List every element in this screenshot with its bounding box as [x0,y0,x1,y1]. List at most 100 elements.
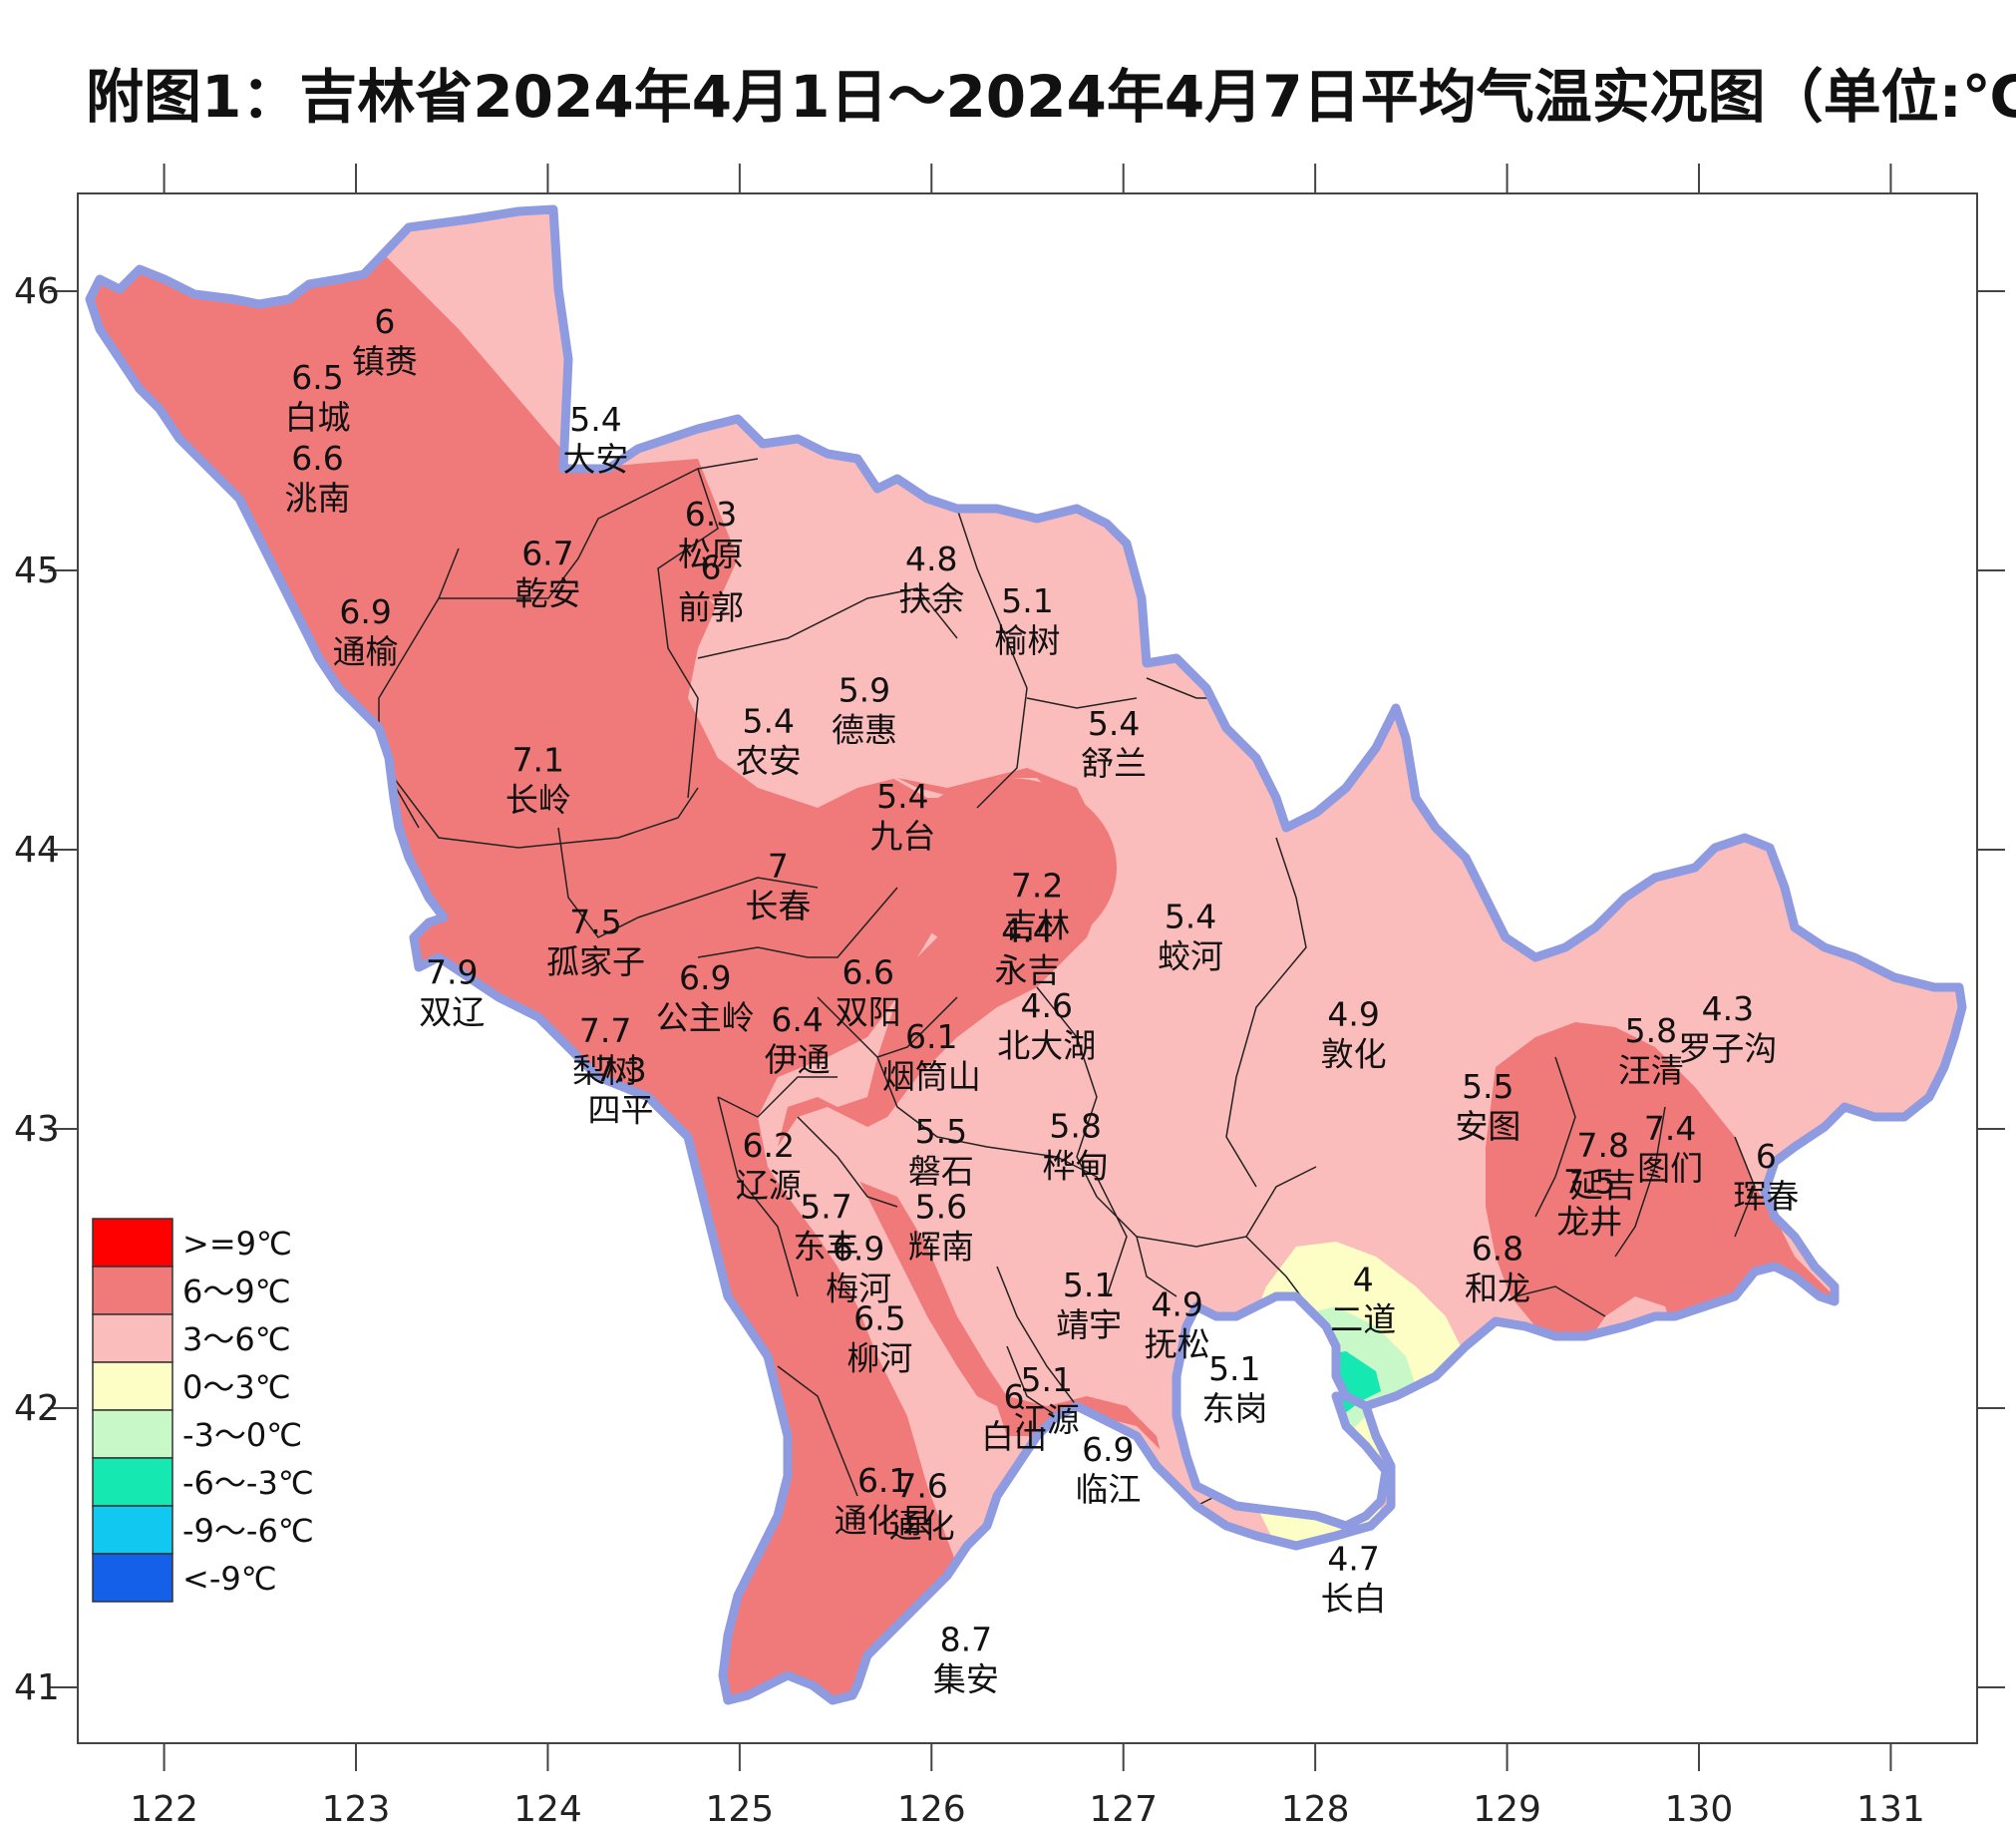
station-name: 辉南 [908,1228,974,1267]
lat-tick-label: 43 [14,1109,60,1150]
station-name: 北大湖 [997,1026,1096,1065]
station-value: 4.3 [1702,989,1754,1028]
station-name: 农安 [736,741,802,780]
station-name: 临江 [1075,1470,1141,1509]
legend-label: >=9℃ [182,1225,292,1263]
station-value: 5.4 [1088,704,1140,743]
station-value: 6.9 [833,1230,884,1269]
lat-tick-label: 44 [14,830,60,871]
station-name: 乾安 [514,573,580,612]
legend-label: -3～0℃ [182,1416,302,1454]
station-name: 双辽 [419,992,485,1031]
lat-tick-label: 45 [14,550,60,591]
station-name: 大安 [563,440,629,479]
legend-label: 6～9℃ [182,1273,291,1310]
station-value: 7.9 [426,952,478,991]
station-value: 5.8 [1049,1106,1101,1145]
station-value: 5.5 [1462,1067,1513,1106]
station-name: 汪清 [1618,1051,1684,1090]
station-value: 7 [768,847,789,886]
axis-ticks: 122 123 124 125 126 127 128 129 130 1314645444342… [14,164,2005,1823]
station-value: 5.4 [742,701,794,740]
station-name: 安图 [1455,1107,1520,1146]
station-name: 德惠 [832,711,897,750]
station-name: 敦化 [1321,1034,1387,1073]
station-name: 长岭 [505,781,571,820]
station-name: 四平 [588,1090,654,1129]
legend-swatch [92,1553,173,1603]
lat-tick-label: 42 [14,1388,60,1429]
station-name: 伊通 [765,1040,831,1079]
station-value: 6.5 [853,1299,905,1338]
station-value: 7.4 [1644,1109,1696,1148]
station-value: 8.7 [940,1621,992,1659]
station-value: 5.7 [800,1188,851,1227]
station-name: 通化县 [835,1501,933,1540]
station-value: 6 [1756,1137,1777,1176]
station-value: 5.1 [1021,1360,1073,1399]
station-name: 通榆 [333,632,399,671]
station-value: 5.9 [839,671,890,710]
station-name: 镇赉 [352,342,418,381]
lon-tick-label: 123 [322,1789,391,1823]
station-value: 6.9 [339,592,391,631]
station-name: 辽源 [736,1166,802,1205]
station-value: 5.4 [1165,897,1216,935]
station-name: 洮南 [285,479,351,518]
station-name: 图们 [1637,1149,1703,1188]
station-value: 6.3 [685,495,737,534]
band-6-9-jilin [897,778,1117,957]
legend: >=9℃ 6～9℃ 3～6℃ 0～3℃ -3～0℃ -6～-3℃ -9～-6℃ <-9℃ [92,1218,314,1603]
station-name: 靖宇 [1056,1305,1122,1344]
station-name: 松原 [678,535,744,573]
legend-swatch [92,1218,173,1268]
legend-swatch [92,1266,173,1315]
lon-tick-label: 129 [1473,1789,1541,1823]
lon-tick-label: 130 [1665,1789,1734,1823]
station-value: 4.7 [1327,1539,1379,1578]
band-6-9-east [1486,1022,1835,1346]
station-name: 长春 [745,887,811,925]
station-value: 6.9 [1082,1430,1134,1469]
station-value: 6.1 [857,1461,909,1500]
station-name: 双阳 [836,992,901,1031]
legend-swatch [92,1457,173,1507]
station-value: 4.9 [1151,1285,1202,1324]
station-name: 烟筒山 [882,1057,981,1096]
station-value: 4.4 [1001,911,1053,949]
station-name: 永吉 [995,950,1061,989]
station-value: 6 [701,547,722,586]
station-value: 7.7 [579,1011,631,1050]
station-name: 吉林 [1004,907,1070,945]
station-name: 扶余 [898,579,964,618]
station-value: 4.6 [1021,986,1073,1025]
station-name: 孤家子 [546,942,645,981]
legend-label: -6～-3℃ [182,1464,314,1502]
county-boundaries [378,458,1756,1517]
lon-tick-label: 126 [897,1789,966,1823]
station-name: 长白 [1321,1579,1387,1618]
legend-swatch [92,1409,173,1459]
station-value: 5.1 [1063,1266,1115,1304]
lat-tick-label: 41 [14,1667,60,1708]
lon-tick-label: 128 [1281,1789,1350,1823]
station-name: 延吉 [1570,1166,1636,1205]
station-name: 龙井 [1556,1202,1622,1241]
station-name: 通化 [889,1507,955,1546]
station-value: 5.8 [1625,1011,1677,1050]
station-value: 6.7 [521,534,573,572]
station-value: 6.8 [1472,1230,1523,1269]
station-value: 5.6 [915,1188,967,1227]
station-name: 九台 [869,817,935,856]
station-value: 7.3 [594,1050,646,1089]
station-name: 二道 [1330,1299,1396,1338]
station-value: 6 [374,302,395,341]
station-value: 7.8 [1577,1126,1629,1165]
station-value: 6.5 [291,358,343,397]
station-name: 榆树 [995,621,1061,660]
legend-label: 3～6℃ [182,1320,291,1358]
station-value: 5.1 [1208,1349,1260,1388]
lon-tick-label: 122 [130,1789,198,1823]
station-value: 4.9 [1327,994,1379,1033]
